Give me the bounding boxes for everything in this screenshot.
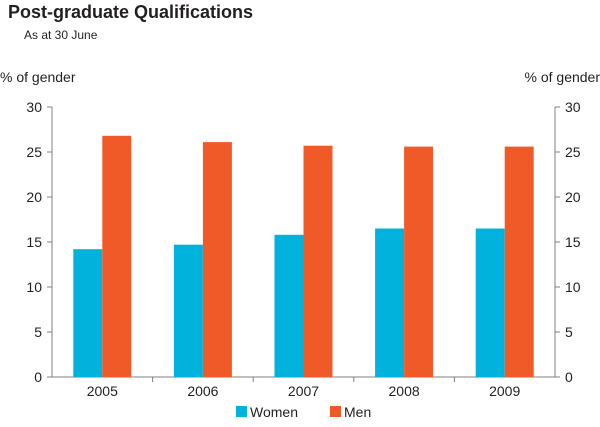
y-tick-label-right: 25 bbox=[565, 144, 581, 160]
y-tick-label-left: 25 bbox=[26, 144, 42, 160]
bar-women-2005 bbox=[73, 249, 103, 377]
y-tick-label-right: 0 bbox=[565, 369, 573, 385]
chart-subtitle: As at 30 June bbox=[24, 28, 98, 42]
legend-label-women: Women bbox=[250, 404, 298, 420]
y-tick-label-right: 20 bbox=[565, 189, 581, 205]
y-tick-label-right: 5 bbox=[565, 324, 573, 340]
y-tick-label-right: 10 bbox=[565, 279, 581, 295]
bar-men-2005 bbox=[102, 135, 132, 377]
x-tick-label: 2008 bbox=[389, 383, 420, 399]
chart-title: Post-graduate Qualifications bbox=[8, 2, 254, 22]
y-tick-label-right: 30 bbox=[565, 99, 581, 115]
bar-women-2007 bbox=[274, 234, 304, 377]
x-tick-label: 2005 bbox=[87, 383, 118, 399]
bar-men-2008 bbox=[404, 146, 434, 377]
y-tick-label-left: 30 bbox=[26, 99, 42, 115]
bar-men-2007 bbox=[303, 145, 333, 377]
y-axis-title-left: % of gender bbox=[0, 69, 76, 85]
y-tick-label-right: 15 bbox=[565, 234, 581, 250]
bar-women-2006 bbox=[173, 244, 203, 377]
x-tick-label: 2007 bbox=[288, 383, 319, 399]
bar-men-2006 bbox=[202, 142, 232, 377]
legend-swatch-women bbox=[236, 406, 247, 417]
bar-men-2009 bbox=[504, 146, 534, 377]
legend-label-men: Men bbox=[344, 404, 371, 420]
y-tick-label-left: 15 bbox=[26, 234, 42, 250]
y-tick-label-left: 0 bbox=[34, 369, 42, 385]
y-tick-label-left: 5 bbox=[34, 324, 42, 340]
x-tick-label: 2009 bbox=[489, 383, 520, 399]
legend-swatch-men bbox=[330, 406, 341, 417]
x-tick-label: 2006 bbox=[187, 383, 218, 399]
y-tick-label-left: 10 bbox=[26, 279, 42, 295]
y-axis-title-right: % of gender bbox=[525, 69, 600, 85]
bar-women-2008 bbox=[375, 228, 405, 377]
bar-women-2009 bbox=[475, 228, 505, 377]
y-tick-label-left: 20 bbox=[26, 189, 42, 205]
